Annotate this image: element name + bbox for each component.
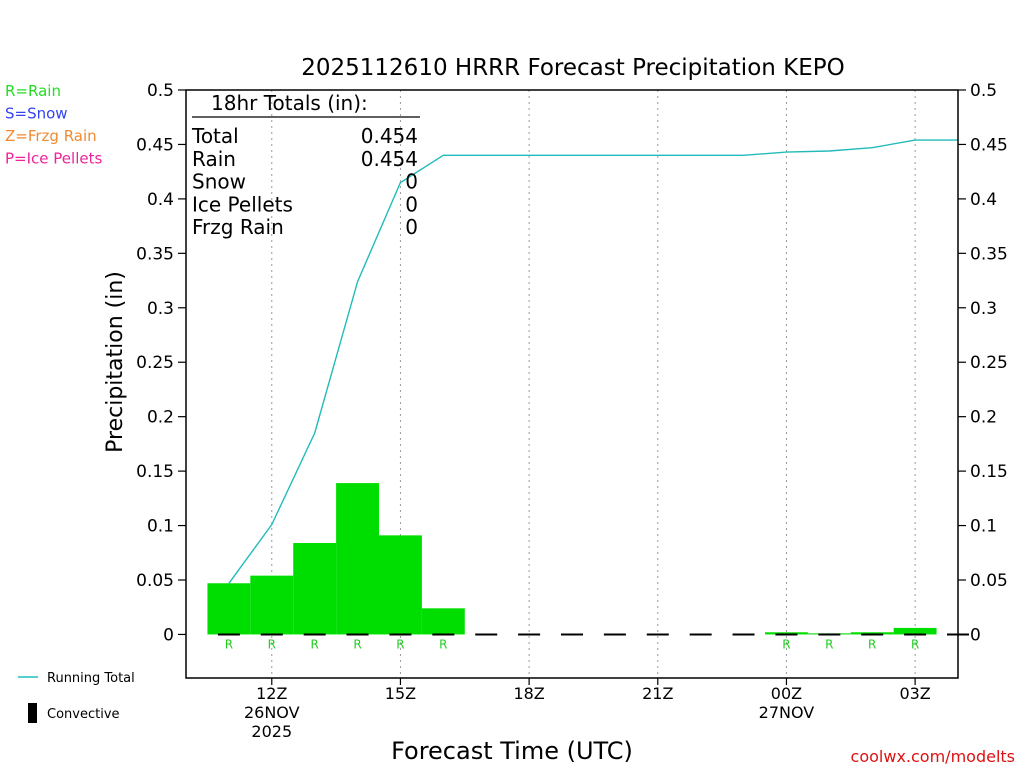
bar-type-label: R xyxy=(353,637,361,651)
precip-bar xyxy=(379,535,422,635)
y-tick-label-right: 0.5 xyxy=(970,81,997,101)
y-tick-label-left: 0.4 xyxy=(147,190,174,210)
bar-type-label: R xyxy=(911,637,919,651)
y-tick-label-left: 0.15 xyxy=(136,462,174,482)
totals-row-label: Frzg Rain xyxy=(192,215,284,239)
convective-legend-label: Convective xyxy=(47,707,120,722)
y-tick-label-left: 0.05 xyxy=(136,571,174,591)
x-tick-label: 03Z xyxy=(899,684,930,703)
line-legend: Running Total Convective xyxy=(18,671,135,723)
type-legend-item: S=Snow xyxy=(5,105,68,123)
plot-area-frame xyxy=(185,89,959,679)
running-total-line xyxy=(228,139,958,584)
type-legend-item: P=Ice Pellets xyxy=(5,150,102,168)
y-axis-label: Precipitation (in) xyxy=(103,271,128,453)
y-tick-label-right: 0.35 xyxy=(970,244,1008,264)
y-tick-label-right: 0.45 xyxy=(970,135,1008,155)
precip-bar xyxy=(765,632,808,635)
totals-row-label: Snow xyxy=(192,170,246,194)
type-legend-item: R=Rain xyxy=(5,82,61,100)
totals-row-value: 0 xyxy=(405,215,418,239)
y-tick-label-left: 0.2 xyxy=(147,408,174,428)
y-tick-label-left: 0.35 xyxy=(136,244,174,264)
x-tick-label: 27NOV xyxy=(759,703,815,722)
precip-bar xyxy=(336,483,379,635)
y-tick-label-left: 0.3 xyxy=(147,299,174,319)
totals-row-label: Ice Pellets xyxy=(192,192,293,216)
y-tick-label-right: 0.1 xyxy=(970,517,997,537)
bar-type-label: R xyxy=(439,637,447,651)
bar-type-label: R xyxy=(868,637,876,651)
convective-legend-swatch xyxy=(28,703,37,723)
x-tick-label: 18Z xyxy=(513,684,544,703)
x-tick-label: 21Z xyxy=(642,684,673,703)
totals-row-value: 0.454 xyxy=(361,147,418,171)
y-tick-label-right: 0 xyxy=(970,625,981,645)
credit-text: coolwx.com/modelts xyxy=(851,747,1015,766)
bar-type-label: R xyxy=(825,637,833,651)
precip-bar xyxy=(250,575,294,635)
totals-row-value: 0 xyxy=(405,192,418,216)
bar-type-label: R xyxy=(268,637,276,651)
x-axis-label: Forecast Time (UTC) xyxy=(391,737,633,765)
precip-bar xyxy=(207,583,251,635)
bar-series xyxy=(207,483,937,635)
y-tick-label-right: 0.2 xyxy=(970,408,997,428)
y-tick-label-right: 0.25 xyxy=(970,353,1008,373)
y-tick-label-left: 0.25 xyxy=(136,353,174,373)
precip-bar xyxy=(850,632,894,635)
y-axis-right: 0.5 0.45 0.4 0.35 0.3 0.25 0.2 0.15 0.1 0.05 0 xyxy=(958,81,1008,645)
y-tick-label-left: 0.45 xyxy=(136,135,174,155)
bar-type-label: R xyxy=(225,637,233,651)
type-legend-item: Z=Frzg Rain xyxy=(5,127,97,145)
y-tick-label-left: 0.5 xyxy=(147,81,174,101)
precip-bar xyxy=(893,627,937,635)
x-tick-label: 15Z xyxy=(385,684,416,703)
precip-type-legend: R=Rain S=Snow Z=Frzg Rain P=Ice Pellets xyxy=(5,82,102,168)
precip-bar xyxy=(421,608,465,635)
y-tick-label-right: 0.15 xyxy=(970,462,1008,482)
x-tick-label: 2025 xyxy=(251,722,292,741)
totals-row-value: 0 xyxy=(405,170,418,194)
running-total-legend-label: Running Total xyxy=(47,671,135,686)
y-tick-label-right: 0.3 xyxy=(970,299,997,319)
y-axis-left: 0.5 0.45 0.4 0.35 0.3 0.25 0.2 0.15 0.1 0.05 0 xyxy=(136,81,186,645)
chart-title: 2025112610 HRRR Forecast Precipitation K… xyxy=(301,55,845,81)
x-tick-label: 12Z xyxy=(256,684,287,703)
bar-type-label: R xyxy=(782,637,790,651)
gridlines xyxy=(271,90,916,678)
precip-bar xyxy=(293,542,337,635)
totals-row-label: Rain xyxy=(192,147,236,171)
totals-row-label: Total xyxy=(191,124,239,148)
totals-heading: 18hr Totals (in): xyxy=(211,91,368,115)
totals-row-value: 0.454 xyxy=(361,124,418,148)
bar-type-label: R xyxy=(310,637,318,651)
y-tick-label-left: 0.1 xyxy=(147,517,174,537)
y-tick-label-left: 0 xyxy=(163,625,174,645)
totals-box: 18hr Totals (in): Total 0.454 Rain 0.454 Sno… xyxy=(191,91,420,239)
y-tick-label-right: 0.05 xyxy=(970,571,1008,591)
x-tick-label: 26NOV xyxy=(244,703,300,722)
y-tick-label-right: 0.4 xyxy=(970,190,997,210)
bar-type-label: R xyxy=(396,637,404,651)
x-tick-label: 00Z xyxy=(771,684,802,703)
